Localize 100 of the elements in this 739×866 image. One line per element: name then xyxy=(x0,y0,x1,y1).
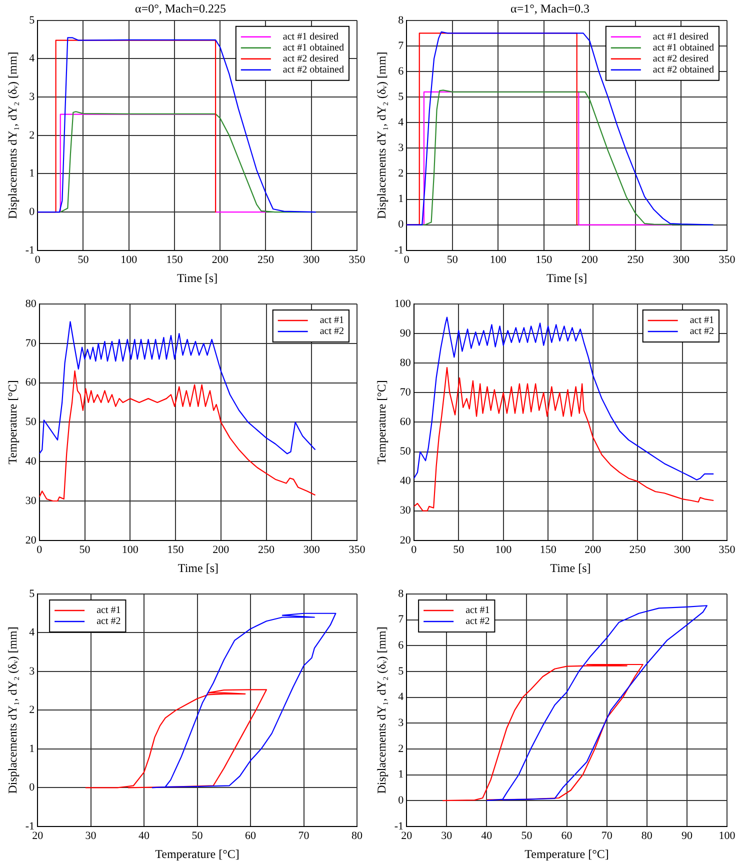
y-tick-label: 40 xyxy=(25,455,37,468)
y-tick-label: -1 xyxy=(394,820,404,832)
legend-label: act #1 desired xyxy=(652,32,708,43)
y-tick-label: 4 xyxy=(29,626,36,639)
y-tick-label: 1 xyxy=(29,168,35,180)
legend-label: act #2 xyxy=(466,616,490,628)
x-tick-label: 50 xyxy=(192,830,204,842)
x-tick-label: 300 xyxy=(303,544,320,556)
x-tick-label: 150 xyxy=(166,254,184,266)
y-tick-label: 3 xyxy=(398,717,404,729)
x-tick-label: 50 xyxy=(453,544,465,556)
x-tick-label: 300 xyxy=(672,254,690,266)
x-tick-label: 90 xyxy=(681,830,693,842)
x-axis-title: Time [s] xyxy=(550,560,591,575)
x-tick-label: 300 xyxy=(674,544,692,556)
y-axis-title: Temperature [°C] xyxy=(374,380,388,464)
y-tick-label: 5 xyxy=(29,14,36,26)
x-tick-label: 30 xyxy=(441,830,453,842)
x-tick-label: 70 xyxy=(298,830,310,842)
x-tick-label: 350 xyxy=(348,544,366,556)
x-tick-label: 50 xyxy=(521,830,533,842)
x-tick-label: 100 xyxy=(122,544,139,556)
y-tick-label: 0 xyxy=(29,782,36,794)
x-tick-label: 50 xyxy=(79,544,91,556)
y-tick-label: 70 xyxy=(400,386,412,399)
y-tick-label: 20 xyxy=(400,534,412,546)
x-tick-label: 350 xyxy=(718,254,736,266)
y-tick-label: 70 xyxy=(25,337,37,350)
x-tick-label: 60 xyxy=(245,830,257,842)
x-tick-label: 40 xyxy=(138,830,150,842)
y-tick-label: 80 xyxy=(400,356,412,369)
y-tick-label: 60 xyxy=(25,376,37,389)
y-tick-label: 5 xyxy=(29,588,36,600)
x-tick-label: 80 xyxy=(641,830,653,842)
y-tick-label: 2 xyxy=(398,742,404,755)
legend-label: act #2 desired xyxy=(652,54,708,65)
x-tick-label: 200 xyxy=(212,254,229,266)
legend-label: act #1 desired xyxy=(282,32,338,43)
y-tick-label: 40 xyxy=(400,475,412,488)
x-tick-label: 150 xyxy=(536,254,553,266)
x-axis-title: Time [s] xyxy=(176,270,218,285)
legend-label: act #2 xyxy=(690,326,714,338)
legend-label: act #1 xyxy=(466,605,490,616)
x-tick-label: 200 xyxy=(212,544,230,556)
x-axis-title: Temperature [°C] xyxy=(524,846,609,861)
y-tick-label: 50 xyxy=(25,416,37,428)
legend-label: act #2 xyxy=(320,326,344,338)
y-tick-label: 8 xyxy=(398,588,404,600)
x-tick-label: 50 xyxy=(446,254,458,266)
x-tick-label: 100 xyxy=(495,544,512,556)
y-tick-label: 0 xyxy=(29,206,36,218)
x-tick-label: 200 xyxy=(584,544,602,556)
x-tick-label: 250 xyxy=(257,254,274,266)
x-tick-label: 100 xyxy=(120,254,138,266)
y-tick-label: 2 xyxy=(398,168,404,180)
y-tick-label: 90 xyxy=(400,327,412,340)
y-tick-label: 2 xyxy=(29,704,35,716)
y-tick-label: 1 xyxy=(29,742,35,755)
x-tick-label: 250 xyxy=(258,544,276,556)
y-axis-title: Displacements dY₁, dY₂ (δᵥ) [mm] xyxy=(5,52,20,219)
x-tick-label: 70 xyxy=(601,830,613,842)
y-tick-label: 3 xyxy=(29,665,36,678)
y-axis-title: Temperature [°C] xyxy=(5,380,20,464)
y-tick-label: 50 xyxy=(400,446,412,458)
chart-title: α=1°, Mach=0.3 xyxy=(510,1,590,16)
x-tick-label: 350 xyxy=(348,254,366,266)
y-tick-label: 8 xyxy=(398,14,404,26)
y-tick-label: 1 xyxy=(398,768,404,781)
legend-label: act #2 desired xyxy=(282,54,338,65)
x-tick-label: 100 xyxy=(718,830,736,842)
y-tick-label: 4 xyxy=(29,52,36,65)
y-tick-label: -1 xyxy=(25,244,35,256)
x-tick-label: 150 xyxy=(167,544,184,556)
y-tick-label: 3 xyxy=(29,90,36,103)
y-tick-label: 80 xyxy=(25,298,37,310)
x-tick-label: 200 xyxy=(581,254,598,266)
y-tick-label: 3 xyxy=(398,142,404,154)
x-tick-label: 250 xyxy=(627,254,644,266)
y-tick-label: 20 xyxy=(25,534,37,546)
legend-label: act #1 xyxy=(690,315,714,326)
x-tick-label: 80 xyxy=(352,830,363,842)
y-tick-label: -1 xyxy=(394,244,404,256)
y-axis-title: Displacements dY₁, dY₂ (δᵥ) [mm] xyxy=(5,626,20,794)
y-tick-label: 30 xyxy=(400,504,412,517)
y-tick-label: 60 xyxy=(400,416,412,428)
y-tick-label: 6 xyxy=(398,65,404,78)
y-axis-title: Displacements dY₁, dY₂ (δᵥ) [mm] xyxy=(374,626,388,794)
y-tick-label: 7 xyxy=(398,614,404,626)
x-tick-label: 60 xyxy=(561,830,573,842)
legend-label: act #2 obtained xyxy=(282,64,344,76)
legend-label: act #1 xyxy=(96,605,121,616)
x-tick-label: 50 xyxy=(78,254,90,266)
y-tick-label: 7 xyxy=(398,40,404,52)
y-tick-label: 6 xyxy=(398,640,404,652)
chart-title: α=0°, Mach=0.225 xyxy=(135,1,226,16)
x-axis-title: Time [s] xyxy=(546,270,588,285)
x-tick-label: 100 xyxy=(490,254,507,266)
y-axis-title: Displacements dY₁, dY₂ (δᵥ) [mm] xyxy=(374,52,388,219)
y-tick-label: 4 xyxy=(398,116,404,129)
x-tick-label: 300 xyxy=(303,254,320,266)
